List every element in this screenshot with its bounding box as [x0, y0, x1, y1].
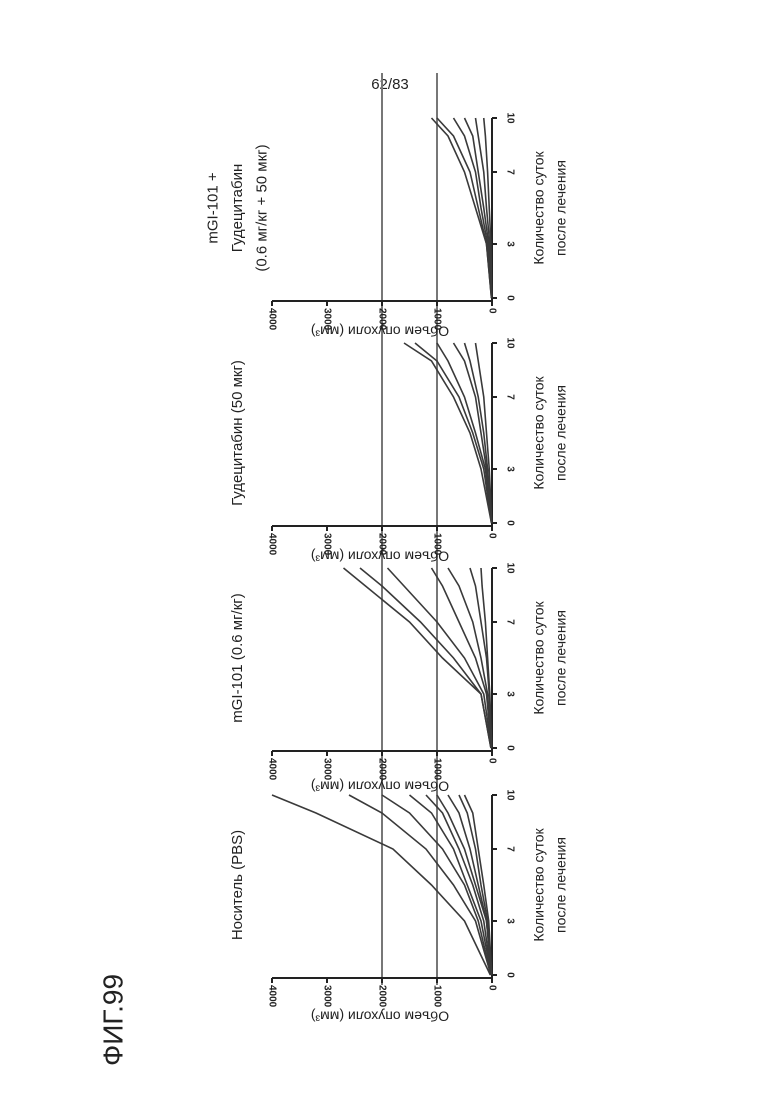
y-axis-label: Объем опухоли (мм³) [311, 1008, 449, 1024]
y-axis-label: Объем опухоли (мм³) [311, 323, 449, 339]
x-axis-label: после лечения [553, 385, 569, 481]
figure-label: ФИГ.99 [97, 974, 128, 1066]
x-tick-label: 0 [504, 972, 515, 978]
y-tick-label: 4000 [266, 308, 277, 331]
x-tick-label: 3 [504, 466, 515, 472]
chart-title: mGI-101 + [204, 172, 221, 244]
x-tick-label: 0 [504, 520, 515, 526]
series-line [484, 118, 492, 298]
y-tick-label: 0 [486, 308, 497, 314]
series-line [448, 568, 491, 748]
x-tick-label: 0 [504, 745, 515, 751]
series-line [410, 795, 492, 975]
y-tick-label: 3000 [321, 985, 332, 1008]
x-tick-label: 10 [504, 562, 515, 574]
chart-title: Гудецитабин (50 мкг) [229, 360, 246, 506]
x-tick-label: 3 [504, 691, 515, 697]
x-axis-label: Количество суток [531, 828, 547, 942]
x-tick-label: 7 [504, 169, 515, 175]
x-tick-label: 7 [504, 394, 515, 400]
x-tick-label: 10 [504, 789, 515, 801]
y-tick-label: 0 [486, 985, 497, 991]
y-axis-label: Объем опухоли (мм³) [311, 548, 449, 564]
y-tick-label: 2000 [376, 985, 387, 1008]
series-line [344, 568, 491, 748]
x-tick-label: 3 [504, 241, 515, 247]
chart-title: mGI-101 (0.6 мг/кг) [229, 593, 246, 723]
y-tick-label: 0 [486, 758, 497, 764]
x-tick-label: 3 [504, 918, 515, 924]
rotated-figure: ФИГ.99 0100020003000400003710Носитель (P… [97, 73, 568, 1066]
series-line [404, 343, 491, 523]
chart-title: (0.6 мг/кг + 50 мкг) [253, 144, 270, 271]
chart-title: Гудецитабин [229, 164, 246, 252]
y-tick-label: 2000 [376, 758, 387, 781]
x-axis-label: после лечения [553, 610, 569, 706]
y-tick-label: 4000 [266, 533, 277, 556]
x-axis-label: после лечения [553, 160, 569, 256]
y-tick-label: 4000 [266, 985, 277, 1008]
page-number: 62/83 [371, 76, 409, 93]
series-line [432, 118, 492, 298]
x-axis-label: после лечения [553, 837, 569, 933]
x-tick-label: 7 [504, 619, 515, 625]
y-axis-label: Объем опухоли (мм³) [311, 778, 449, 794]
x-axis-label: Количество суток [531, 376, 547, 490]
x-tick-label: 7 [504, 846, 515, 852]
page: 62/83 ФИГ.99 0100020003000400003710Носит… [0, 0, 780, 1103]
x-axis-label: Количество суток [531, 601, 547, 715]
y-tick-label: 3000 [321, 758, 332, 781]
chart-title: Носитель (PBS) [229, 830, 246, 940]
series-line [360, 568, 491, 748]
y-tick-label: 4000 [266, 758, 277, 781]
x-axis-label: Количество суток [531, 151, 547, 265]
y-tick-label: 0 [486, 533, 497, 539]
x-tick-label: 10 [504, 112, 515, 124]
y-tick-label: 1000 [431, 985, 442, 1008]
x-tick-label: 0 [504, 295, 515, 301]
y-tick-label: 1000 [431, 758, 442, 781]
x-tick-label: 10 [504, 337, 515, 349]
